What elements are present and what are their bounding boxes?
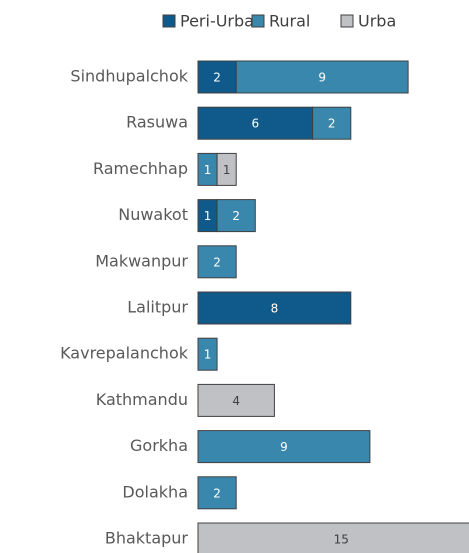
bar-segment: [312, 106, 352, 140]
bar-segment: [235, 60, 409, 94]
value-label: 1: [204, 209, 212, 223]
bar-segment: [197, 106, 314, 140]
bar-segment: [197, 522, 469, 553]
category-label: Lalitpur: [127, 298, 188, 317]
value-label: 15: [334, 533, 349, 547]
legend-swatch: [340, 14, 354, 28]
value-label: 9: [280, 440, 288, 454]
legend-label: Rural: [269, 12, 310, 31]
bar-segment: [197, 476, 237, 510]
value-label: 4: [232, 394, 240, 408]
bar-segment: [216, 152, 237, 186]
legend-swatch: [251, 14, 265, 28]
category-label: Sindhupalchok: [70, 67, 188, 86]
value-label: 8: [271, 302, 279, 316]
bar-segment: [216, 199, 256, 233]
value-label: 1: [204, 163, 212, 177]
category-label: Nuwakot: [118, 205, 188, 224]
bar-segment: [197, 337, 218, 371]
bar-segment: [197, 245, 237, 279]
value-label: 2: [213, 71, 221, 85]
value-label: 2: [213, 486, 221, 500]
bar-segment: [197, 430, 371, 464]
bar-segment: [197, 291, 352, 325]
category-label: Ramechhap: [93, 159, 188, 178]
value-label: 6: [251, 117, 259, 131]
category-label: Gorkha: [130, 436, 188, 455]
legend-swatch: [162, 14, 176, 28]
value-label: 2: [213, 255, 221, 269]
category-label: Kathmandu: [96, 390, 188, 409]
category-label: Makwanpur: [95, 251, 188, 270]
value-label: 1: [204, 348, 212, 362]
legend-label: Peri-Urban: [180, 12, 264, 31]
legend-label: Urba: [358, 12, 396, 31]
bar-segment: [197, 383, 275, 417]
category-label: Kavrepalanchok: [60, 344, 189, 363]
value-label: 9: [318, 71, 326, 85]
value-label: 2: [328, 117, 336, 131]
category-label: Dolakha: [122, 482, 188, 501]
category-label: Rasuwa: [126, 113, 188, 132]
value-label: 1: [223, 163, 231, 177]
value-label: 2: [232, 209, 240, 223]
category-label: Bhaktapur: [105, 529, 189, 548]
bar-segment: [197, 60, 237, 94]
